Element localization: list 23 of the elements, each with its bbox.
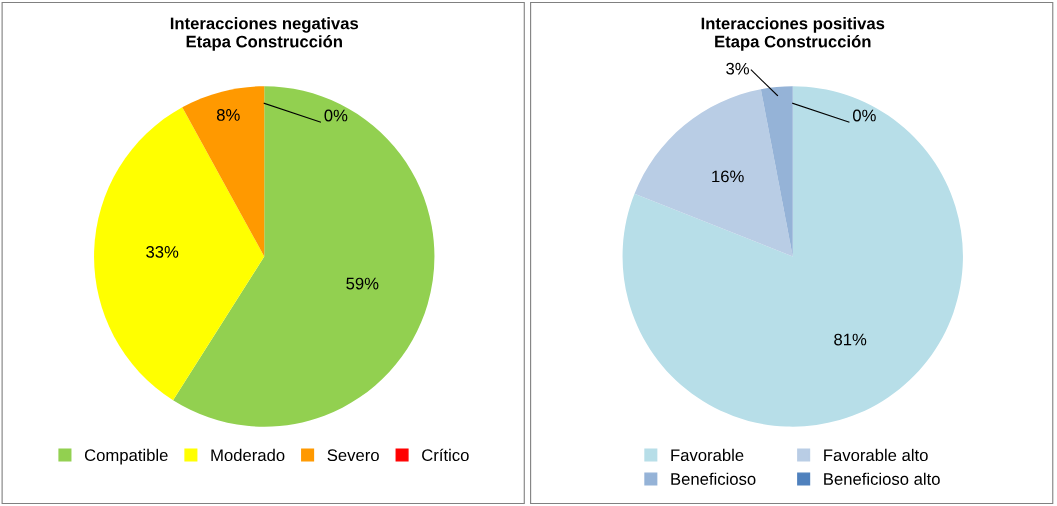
data-label: 81%	[834, 333, 867, 346]
chart-title: Interacciones negativas Etapa Construcción	[170, 17, 359, 51]
data-label: 3%	[726, 62, 750, 75]
chart-title: Interacciones positivas Etapa Construcción	[701, 17, 885, 51]
data-label: 16%	[712, 170, 744, 183]
text: 0%	[852, 109, 876, 122]
legend-label: Crítico	[422, 448, 469, 462]
data-label: 59%	[346, 277, 379, 290]
pie-slice	[760, 86, 793, 257]
data-label: 8%	[216, 109, 240, 121]
legend-label: Favorable alto	[824, 448, 928, 462]
legend-label: Moderado	[211, 448, 285, 462]
legend-label: Severo	[327, 449, 379, 462]
legend-label: Beneficioso	[671, 472, 756, 485]
legend-label: Compatible	[84, 448, 168, 465]
text: 0%	[324, 109, 348, 122]
pie-slice	[182, 86, 265, 257]
pie-slice	[94, 107, 265, 401]
pie-slice	[634, 89, 793, 257]
legend-label: Beneficioso alto	[824, 472, 940, 485]
legend-label: Favorable	[671, 448, 744, 462]
data-label: 33%	[146, 245, 179, 258]
pie-slice	[622, 86, 963, 427]
